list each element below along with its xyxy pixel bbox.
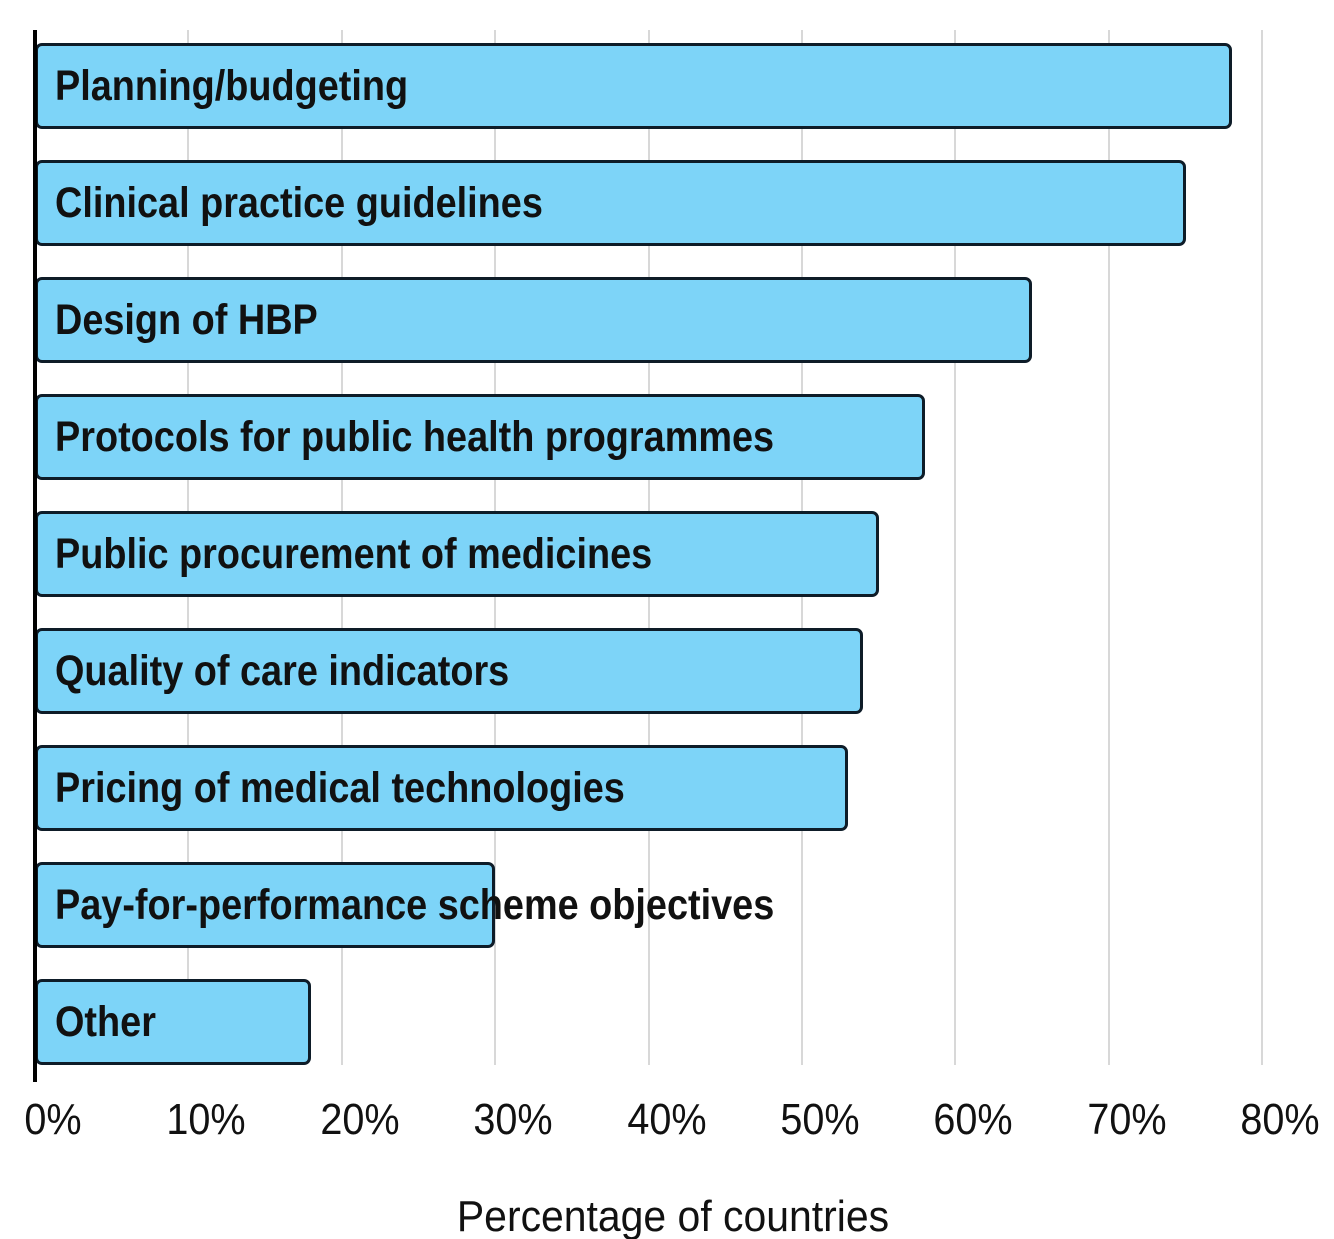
bar-label: Design of HBP — [55, 295, 318, 344]
bar — [35, 862, 496, 948]
bar-label: Public procurement of medicines — [55, 529, 653, 578]
x-tick-label: 80% — [1240, 1095, 1320, 1144]
x-tick-label: 40% — [626, 1095, 707, 1144]
x-axis-title: Percentage of countries — [456, 1192, 890, 1239]
bar-label: Planning/budgeting — [55, 61, 409, 110]
gridline — [1261, 30, 1264, 1065]
bar-label: Quality of care indicators — [55, 646, 510, 695]
x-tick-label: 10% — [166, 1095, 247, 1144]
bar — [35, 745, 849, 831]
bar — [35, 511, 879, 597]
x-tick-label: 0% — [24, 1095, 82, 1144]
x-tick-label: 30% — [473, 1095, 553, 1144]
x-tick-label: 50% — [780, 1095, 860, 1144]
gridline — [954, 30, 957, 1065]
bar-label: Pay-for-performance scheme objectives — [55, 880, 775, 929]
bar — [35, 979, 312, 1065]
bar-label: Pricing of medical technologies — [55, 763, 625, 812]
bar — [35, 160, 1186, 246]
bar-label: Other — [55, 997, 156, 1046]
bar — [35, 277, 1033, 363]
x-tick-label: 60% — [933, 1095, 1014, 1144]
bar — [35, 628, 864, 714]
bar — [35, 43, 1232, 129]
gridline — [1107, 30, 1110, 1065]
y-axis-line — [33, 30, 37, 1082]
x-tick-label: 20% — [320, 1095, 400, 1144]
bar-label: Protocols for public health programmes — [55, 412, 775, 461]
x-tick-label: 70% — [1087, 1095, 1167, 1144]
bar-label: Clinical practice guidelines — [55, 178, 543, 227]
